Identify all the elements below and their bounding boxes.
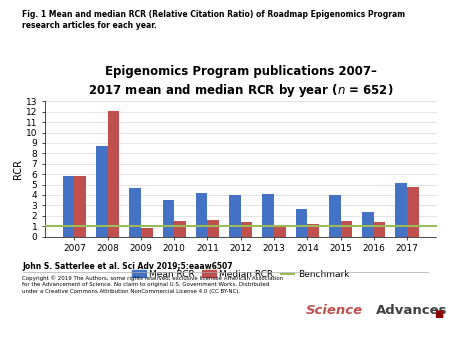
Bar	[63, 176, 74, 237]
Bar	[374, 222, 386, 237]
Bar	[274, 225, 286, 237]
Text: Advances: Advances	[376, 304, 447, 317]
Bar	[207, 220, 219, 237]
Bar	[96, 146, 108, 237]
Bar	[407, 187, 418, 237]
Legend: Mean RCR, Median RCR, Benchmark: Mean RCR, Median RCR, Benchmark	[130, 268, 351, 281]
Bar	[229, 195, 241, 237]
Bar	[241, 222, 252, 237]
Bar	[129, 188, 141, 237]
Bar	[141, 228, 153, 237]
Title: Epigenomics Program publications 2007–
2017 mean and median RCR by year ($\it{n}: Epigenomics Program publications 2007– 2…	[88, 65, 393, 99]
Bar	[296, 209, 307, 237]
Bar	[262, 194, 274, 237]
Bar	[362, 212, 374, 237]
Text: Science: Science	[306, 304, 363, 317]
Bar	[174, 221, 186, 237]
Bar	[341, 221, 352, 237]
Bar	[329, 195, 341, 237]
Bar	[108, 111, 119, 237]
Text: Fig. 1 Mean and median RCR (Relative Citation Ratio) of Roadmap Epigenomics Prog: Fig. 1 Mean and median RCR (Relative Cit…	[22, 10, 405, 30]
Text: ■: ■	[434, 309, 444, 319]
Bar	[307, 224, 319, 237]
Bar	[396, 183, 407, 237]
Y-axis label: RCR: RCR	[13, 159, 23, 179]
Bar	[162, 200, 174, 237]
Text: Copyright © 2019 The Authors, some rights reserved; exclusive licensee American : Copyright © 2019 The Authors, some right…	[22, 275, 284, 293]
Bar	[74, 176, 86, 237]
Text: John S. Satterlee et al. Sci Adv 2019;5:eaaw6507: John S. Satterlee et al. Sci Adv 2019;5:…	[22, 262, 233, 271]
Bar	[196, 193, 207, 237]
